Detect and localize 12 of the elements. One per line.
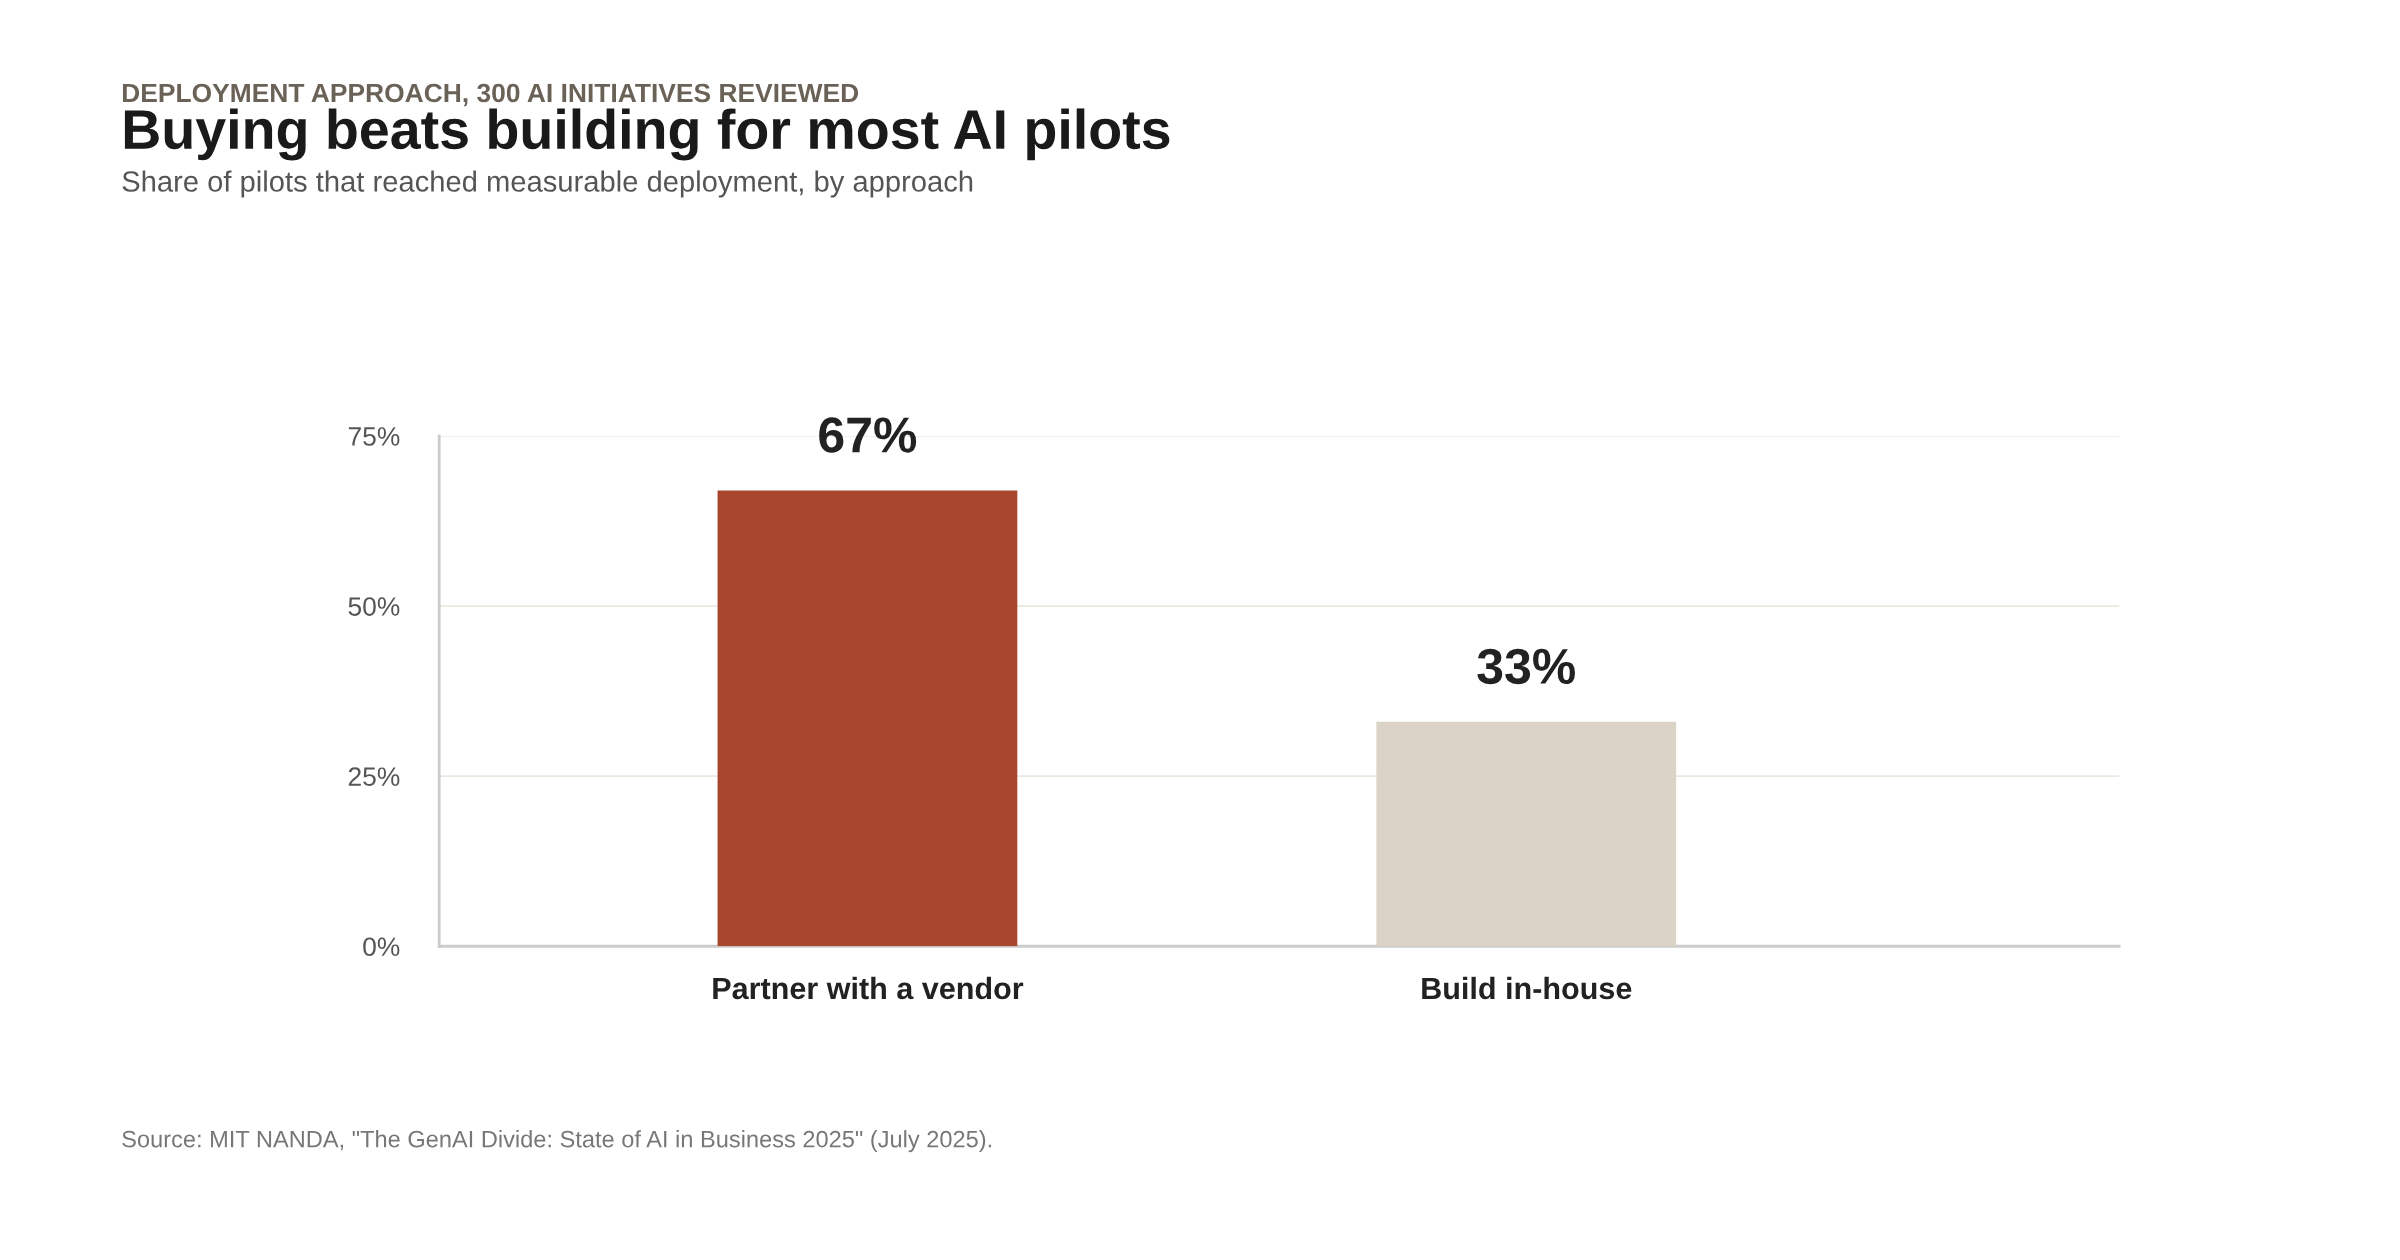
source-note: Source: MIT NANDA, "The GenAI Divide: State of AI in Business 2025" (July 2025). — [122, 1130, 992, 1153]
chart-title: Buying beats building for most AI pilots — [124, 108, 1170, 161]
x-tick-label: Build in-house — [1422, 976, 1632, 1000]
y-tick-label: 75% — [348, 427, 400, 446]
x-tick-label: Partner with a vendor — [713, 976, 1024, 1000]
y-tick-label: 0% — [363, 937, 400, 957]
data-label: 33% — [1477, 648, 1575, 685]
y-tick-label: 25% — [348, 767, 400, 786]
text: DEPLOYMENT APPROACH, 300 AI INITIATIVES REVIEWED — [122, 83, 859, 107]
chart-subtitle: Share of pilots that reached measurable deployment, by approach — [122, 170, 973, 198]
data-label: 67% — [819, 417, 917, 453]
y-tick-label: 50% — [348, 597, 400, 616]
